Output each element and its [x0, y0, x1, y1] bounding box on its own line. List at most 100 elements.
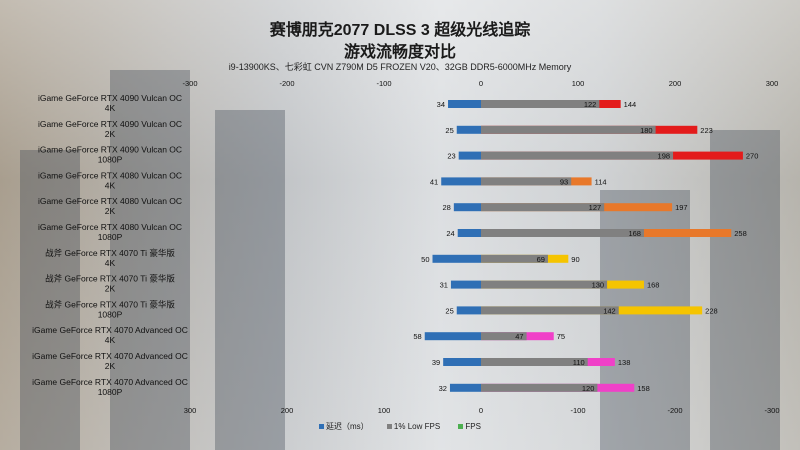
axis-tick-bottom: 300	[184, 406, 197, 415]
legend-swatch-latency	[319, 424, 325, 430]
data-label-1pct-low: 120	[582, 384, 595, 393]
data-label-fps: 158	[637, 384, 650, 393]
legend-item-low: 1% Low FPS	[386, 422, 441, 431]
legend: 延迟（ms） 1% Low FPS FPS	[0, 421, 800, 432]
bar-1pct-low	[481, 383, 598, 392]
data-label-1pct-low: 127	[589, 203, 602, 212]
axis-tick-bottom: -300	[764, 406, 779, 415]
axis-tick-top: -200	[279, 79, 294, 88]
category-label-resolution: 2K	[105, 129, 116, 139]
data-label-latency: 28	[442, 203, 450, 212]
category-label-resolution: 4K	[105, 180, 116, 190]
axis-tick-bottom: -100	[570, 406, 585, 415]
category-label-resolution: 1080P	[98, 387, 123, 397]
data-label-latency: 50	[421, 255, 429, 264]
bar-1pct-low	[481, 203, 605, 212]
bar-latency	[424, 332, 481, 341]
legend-label-latency: 延迟（ms）	[326, 422, 369, 431]
legend-swatch-fps	[458, 424, 464, 430]
bar-1pct-low	[481, 306, 619, 315]
data-label-fps: 90	[571, 255, 579, 264]
axis-tick-top: 100	[572, 79, 585, 88]
data-label-fps: 228	[705, 306, 718, 315]
data-label-fps: 197	[675, 203, 688, 212]
bar-latency	[448, 100, 481, 108]
data-label-1pct-low: 130	[592, 281, 605, 290]
data-label-latency: 34	[437, 100, 445, 109]
data-label-fps: 223	[700, 126, 713, 135]
data-label-latency: 23	[447, 152, 455, 161]
axis-tick-top: 200	[669, 79, 682, 88]
axis-tick-top: 300	[766, 79, 779, 88]
category-label: iGame GeForce RTX 4080 Vulcan OC	[38, 196, 182, 206]
bar-latency	[457, 229, 481, 237]
axis-tick-bottom: 200	[281, 406, 294, 415]
legend-item-fps: FPS	[458, 422, 481, 431]
data-label-1pct-low: 122	[584, 100, 597, 109]
axis-tick-top: -100	[376, 79, 391, 88]
bar-latency	[458, 151, 481, 160]
data-label-1pct-low: 180	[640, 126, 653, 135]
category-label: iGame GeForce RTX 4080 Vulcan OC	[38, 170, 182, 180]
data-label-latency: 24	[446, 229, 454, 238]
data-label-1pct-low: 110	[573, 358, 585, 367]
bar-latency	[443, 358, 481, 366]
bar-latency	[449, 383, 481, 392]
category-label-resolution: 1080P	[98, 155, 123, 165]
axis-tick-bottom: 0	[479, 406, 483, 415]
chart-subtitle: i9-13900KS、七彩虹 CVN Z790M D5 FROZEN V20、3…	[228, 62, 572, 72]
data-label-fps: 144	[624, 100, 637, 109]
data-label-1pct-low: 168	[628, 229, 641, 238]
data-label-fps: 75	[557, 332, 565, 341]
bar-1pct-low	[481, 358, 588, 366]
bar-1pct-low	[481, 125, 656, 134]
bar-latency	[456, 125, 481, 134]
chart-title: 赛博朋克2077 DLSS 3 超级光线追踪	[269, 22, 531, 39]
data-label-1pct-low: 69	[537, 255, 545, 264]
data-label-1pct-low: 142	[603, 306, 616, 315]
bar-latency	[450, 280, 481, 289]
legend-swatch-low	[386, 424, 392, 430]
category-label: 战斧 GeForce RTX 4070 Ti 豪华版	[45, 274, 175, 284]
category-label: iGame GeForce RTX 4070 Advanced OC	[32, 351, 188, 361]
category-label: iGame GeForce RTX 4090 Vulcan OC	[38, 145, 182, 155]
bar-latency	[441, 177, 481, 186]
bar-1pct-low	[481, 254, 548, 263]
data-label-fps: 114	[595, 177, 607, 186]
data-label-latency: 41	[430, 177, 438, 186]
data-label-latency: 25	[445, 126, 453, 135]
category-label: iGame GeForce RTX 4070 Advanced OC	[32, 377, 188, 387]
data-label-latency: 25	[445, 306, 453, 315]
data-label-fps: 168	[647, 281, 660, 290]
bar-1pct-low	[481, 280, 608, 289]
legend-label-low: 1% Low FPS	[393, 422, 441, 431]
category-label: iGame GeForce RTX 4080 Vulcan OC	[38, 222, 182, 232]
bar-1pct-low	[481, 229, 644, 237]
category-label-resolution: 2K	[105, 206, 116, 216]
data-label-latency: 58	[413, 332, 421, 341]
data-label-1pct-low: 47	[515, 332, 523, 341]
bar-latency	[456, 306, 481, 315]
category-label-resolution: 2K	[105, 284, 116, 294]
bar-1pct-low	[481, 177, 572, 186]
category-label-resolution: 1080P	[98, 232, 123, 242]
data-label-latency: 31	[440, 281, 448, 290]
bar-1pct-low	[481, 151, 674, 160]
category-label-resolution: 4K	[105, 103, 116, 113]
bar-1pct-low	[481, 332, 527, 341]
bar-1pct-low	[481, 100, 600, 108]
category-label: 战斧 GeForce RTX 4070 Ti 豪华版	[45, 299, 175, 309]
category-label: iGame GeForce RTX 4070 Advanced OC	[32, 325, 188, 335]
category-label-resolution: 4K	[105, 335, 116, 345]
axis-tick-top: 0	[479, 79, 483, 88]
data-label-fps: 258	[734, 229, 747, 238]
axis-tick-bottom: 100	[378, 406, 391, 415]
chart-title-line2: 游戏流畅度对比	[343, 44, 456, 61]
category-label-resolution: 1080P	[98, 309, 123, 319]
category-label-resolution: 4K	[105, 258, 116, 268]
data-label-fps: 138	[618, 358, 631, 367]
legend-label-fps: FPS	[465, 422, 481, 431]
data-label-1pct-low: 93	[560, 177, 568, 186]
